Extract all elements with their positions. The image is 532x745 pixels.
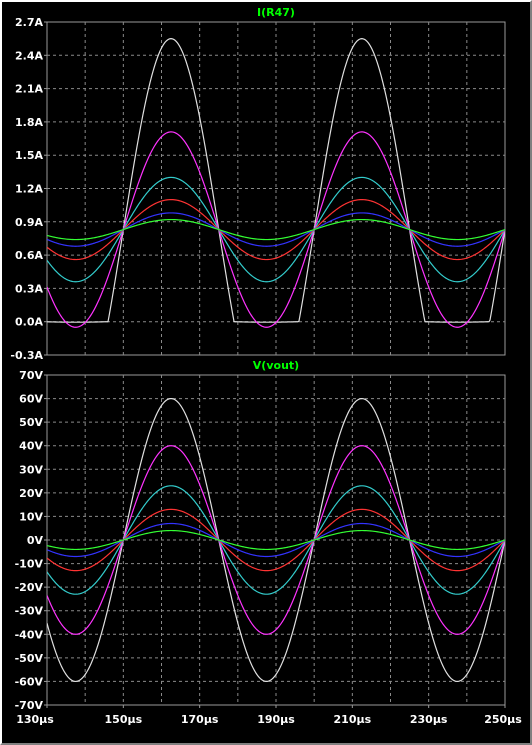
y-tick-label: 1.8A [15, 116, 43, 129]
voltage-pane: V(vout) 70V 60V 50V 40V 30V 20V 10V 0V -10V -20V -… [15, 359, 523, 726]
y-tick-label: 1.2A [15, 183, 43, 196]
y-tick-label: 0.0A [15, 316, 43, 329]
y-tick-label: -70V [15, 699, 44, 712]
x-tick-label: 170µs [181, 713, 219, 726]
x-tick-label: 130µs [16, 713, 54, 726]
y-tick-label: -30V [15, 605, 44, 618]
y-tick-label: 2.7A [15, 16, 43, 29]
series-trace-2 [47, 176, 505, 283]
y-tick-label: 0V [27, 534, 44, 547]
y-tick-label: 2.4A [15, 49, 43, 62]
current-pane-title: I(R47) [257, 6, 295, 19]
y-tick-label: -10V [15, 558, 44, 571]
x-tick-label: 150µs [105, 713, 143, 726]
series-trace-5 [47, 218, 505, 241]
y-tick-label: 2.1A [15, 83, 43, 96]
y-tick-label: 0.9A [15, 216, 43, 229]
y-tick-label: 50V [19, 416, 43, 429]
y-tick-label: 0.3A [15, 282, 43, 295]
y-tick-label: 10V [19, 510, 43, 523]
series-trace-5 [47, 529, 505, 551]
y-tick-label: -20V [15, 581, 44, 594]
voltage-pane-title: V(vout) [253, 359, 299, 372]
y-tick-label: -40V [15, 628, 44, 641]
y-tick-label: 20V [19, 487, 43, 500]
y-tick-label: 40V [19, 440, 43, 453]
y-tick-label: 30V [19, 463, 43, 476]
y-tick-label: -0.3A [10, 349, 43, 362]
x-tick-label: 190µs [257, 713, 295, 726]
y-tick-label: -50V [15, 652, 44, 665]
y-tick-label: 0.6A [15, 249, 43, 262]
x-tick-label: 230µs [410, 713, 448, 726]
current-pane: I(R47) 2.7A 2.4A 2.1A 1.8A 1.5A 1.2A 0.9A 0.6A 0… [10, 6, 506, 362]
series-trace-4 [47, 212, 505, 247]
x-tick-label: 250µs [484, 713, 522, 726]
y-tick-label: 70V [19, 369, 43, 382]
y-tick-label: 60V [19, 393, 43, 406]
y-tick-label: 1.5A [15, 149, 43, 162]
y-tick-label: -60V [15, 675, 44, 688]
x-tick-label: 210µs [334, 713, 372, 726]
